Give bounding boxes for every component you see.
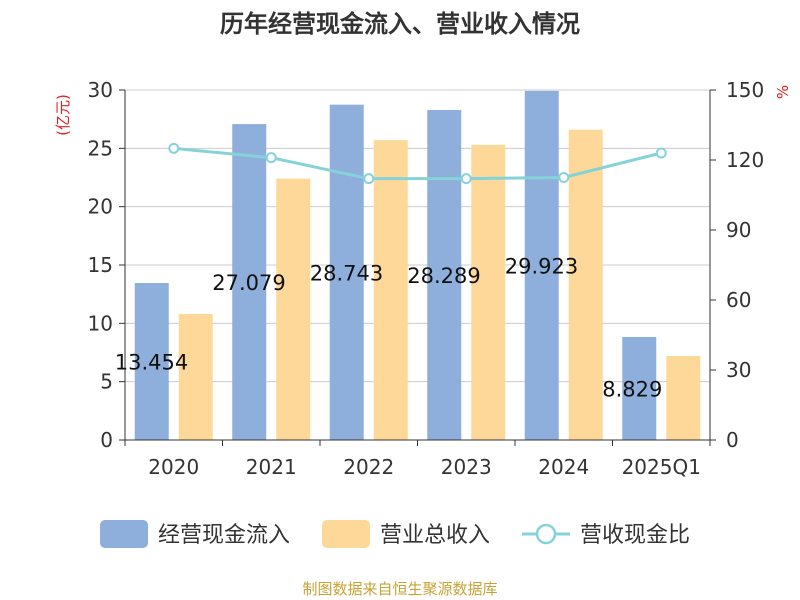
- bar: [373, 140, 408, 440]
- bar: [471, 144, 506, 441]
- line-point: [558, 172, 570, 183]
- x-tick-label: 2022: [343, 455, 394, 479]
- line-point: [460, 173, 472, 185]
- y-left-tick-label: 25: [88, 136, 113, 160]
- y-right-tick-label: 60: [726, 288, 751, 312]
- y-left-tick-label: 15: [88, 253, 113, 277]
- legend-swatch: [322, 520, 370, 548]
- line-path: [173, 146, 662, 181]
- legend-label: 营业总收入: [380, 523, 490, 548]
- x-tick-label: 2024: [538, 455, 589, 479]
- data-label: 28.743: [310, 261, 383, 285]
- x-tick-label: 2020: [148, 455, 199, 479]
- line-series: [168, 142, 667, 185]
- line-point: [655, 147, 667, 159]
- legend-label: 经营现金流入: [158, 523, 290, 548]
- line-point: [265, 152, 277, 164]
- axes: 0 5 10 15 20 25 30 0 30 60 90 120 150 2020 2021 2022 202…: [88, 78, 765, 479]
- data-label: 29.923: [505, 254, 578, 278]
- legend-swatch: [100, 520, 148, 548]
- bar: [568, 129, 603, 440]
- legend-marker: [535, 523, 557, 545]
- bar: [134, 283, 169, 440]
- y-left-tick-label: 5: [100, 370, 113, 394]
- data-labels: 13.454 27.079 28.743 28.289 29.923 8.829: [115, 254, 663, 401]
- y-left-axis-label: (亿元): [54, 94, 72, 136]
- line-point: [168, 142, 180, 154]
- y-left-tick-label: 30: [88, 78, 113, 102]
- bar: [329, 104, 364, 440]
- y-left-tick-label: 0: [100, 428, 113, 452]
- data-label: 13.454: [115, 351, 188, 375]
- x-tick-label: 2025Q1: [622, 455, 701, 479]
- data-label: 27.079: [212, 271, 285, 295]
- bar: [276, 178, 311, 440]
- data-label: 28.289: [407, 264, 480, 288]
- grid-lines: [125, 89, 710, 383]
- source-note: 制图数据来自恒生聚源数据库: [302, 580, 497, 598]
- y-right-tick-label: 30: [726, 358, 751, 382]
- chart-title: 历年经营现金流入、营业收入情况: [220, 10, 580, 38]
- bar: [232, 124, 267, 440]
- x-tick-label: 2023: [441, 455, 492, 479]
- bars: [134, 90, 701, 441]
- y-left-tick-label: 20: [88, 195, 113, 219]
- y-right-tick-label: 120: [726, 148, 764, 172]
- bar: [524, 90, 559, 441]
- y-right-tick-label: 0: [726, 428, 739, 452]
- legend: 经营现金流入 营业总收入 营收现金比: [100, 520, 690, 548]
- x-tick-label: 2021: [246, 455, 297, 479]
- bar: [178, 314, 213, 440]
- line-point: [363, 173, 375, 185]
- y-right-axis-label: %: [774, 85, 792, 99]
- y-right-tick-label: 90: [726, 218, 751, 242]
- legend-label: 营收现金比: [580, 523, 690, 548]
- bar: [427, 109, 462, 440]
- data-label: 8.829: [602, 377, 662, 401]
- bar: [666, 356, 701, 440]
- y-left-tick-label: 10: [88, 311, 113, 335]
- bar: [622, 336, 657, 440]
- y-right-tick-label: 150: [726, 78, 764, 102]
